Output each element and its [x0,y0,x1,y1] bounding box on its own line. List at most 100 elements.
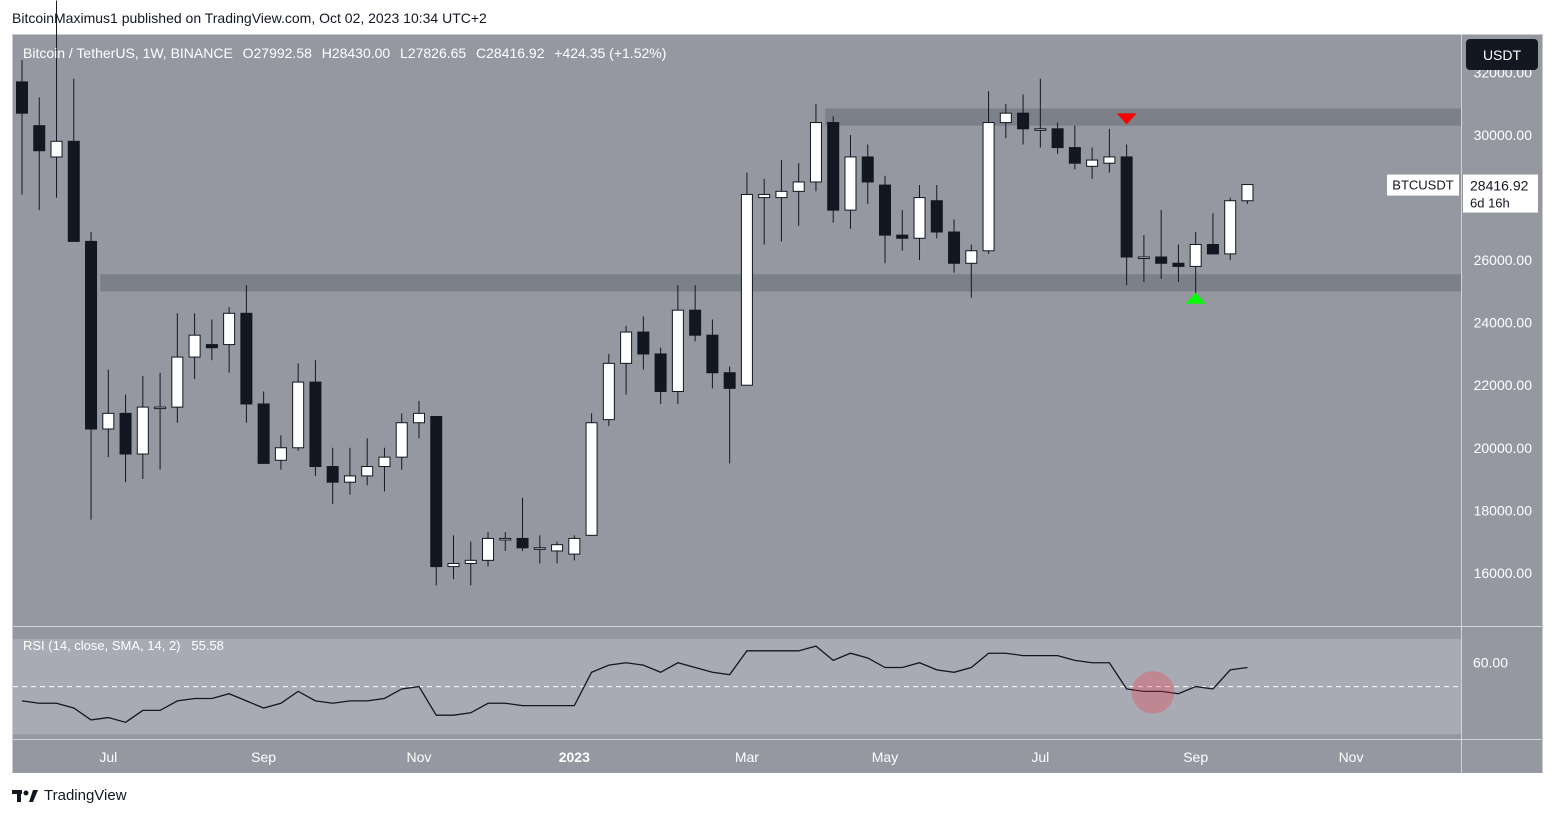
candle [706,319,719,389]
price-tag-bg [1463,174,1538,213]
time-tick-label: Nov [407,749,432,765]
symbol-title[interactable]: Bitcoin / TetherUS, 1W, BINANCE [23,45,233,61]
candle-body [50,140,63,158]
candle [292,363,305,451]
candle-body [33,125,46,152]
candle-body [309,381,322,468]
candle-body [154,406,167,410]
candle-body [136,406,149,455]
rsi-title[interactable]: RSI (14, close, SMA, 14, 2) [23,638,181,653]
candle-body [740,193,753,386]
candle-body [1206,244,1219,255]
candle [671,285,684,404]
low-label: L [400,45,408,61]
candle-body [67,140,80,242]
candle [1137,235,1150,283]
candle-body [240,312,253,405]
candle [378,447,391,492]
rsi-tick-label: 60.00 [1473,655,1508,671]
candle [620,325,633,395]
candle [188,313,201,379]
candle-body [482,537,495,561]
candle-body [982,122,995,252]
candle [257,391,270,464]
price-tick-label: 18000.00 [1474,502,1533,518]
candle-body [1086,159,1099,167]
candle-body [879,184,891,236]
candle-body [930,200,943,233]
candle [879,175,891,264]
high-value: 28430.00 [331,45,391,61]
candle-body [274,447,287,461]
candle [205,319,218,361]
candle-body [119,412,132,455]
candle [533,535,546,564]
candle-body [85,240,98,430]
candle-body [205,344,218,349]
candle [654,347,667,404]
time-tick-label: 2023 [559,749,590,765]
candle-body [999,112,1012,124]
candle [136,375,149,480]
candle-body [533,547,546,550]
open-label: O [242,45,254,61]
candle-body [499,537,512,541]
low-value: 27826.65 [407,45,467,61]
candle [67,78,80,242]
candle-body [1172,262,1185,267]
price-tick-label: 26000.00 [1474,252,1533,268]
candle [1189,232,1202,295]
candle [913,185,926,261]
time-tick-label: May [872,749,898,765]
candle [412,400,425,439]
candle-body [758,193,771,199]
horizontal-zone-0 [100,274,1461,292]
currency-button[interactable]: USDT [1466,39,1538,70]
candle-body [447,562,460,568]
candle-body [1103,156,1116,164]
candle [1103,128,1116,173]
candle [982,91,995,254]
candle-body [637,331,650,355]
candle [896,210,909,251]
publisher-credit: BitcoinMaximus1 published on TradingView… [12,10,487,26]
high-label: H [321,45,332,61]
candle-body [102,412,115,430]
candle-body [948,231,961,264]
candle [689,285,702,342]
candle-body [671,309,684,392]
candle [85,232,98,520]
candle-body [1224,200,1237,255]
price-tick-label: 16000.00 [1474,565,1533,581]
time-tick-label: Sep [251,749,276,765]
candle [602,353,615,426]
rsi-value: 55.58 [191,638,224,653]
candle [1224,197,1237,261]
candle-body [861,156,874,183]
candle-body [1155,256,1168,264]
candle-body [585,422,598,536]
candle [723,366,736,464]
open-value: 27992.58 [253,45,312,61]
candle [1120,144,1133,286]
candle-body [1120,156,1133,258]
close-value: 28416.92 [486,45,545,61]
candle-body [792,181,805,192]
candle [792,163,805,226]
time-tick-label: Sep [1183,749,1208,765]
close-label: C [475,45,487,61]
change-value: +424.35 (+1.52%) [554,45,667,61]
sell-signal-marker [1116,113,1137,125]
candle [827,116,840,223]
price-pane-bg [13,35,1461,626]
candle [861,144,874,204]
candle-body [1068,147,1081,164]
candle [1155,210,1168,279]
rsi-legend: RSI (14, close, SMA, 14, 2) 55.58 [23,638,224,653]
candle-body [223,312,236,346]
candle-body [896,234,909,239]
candle [1241,184,1254,204]
candle [274,435,287,470]
rsi-highlight-circle [1131,670,1175,714]
